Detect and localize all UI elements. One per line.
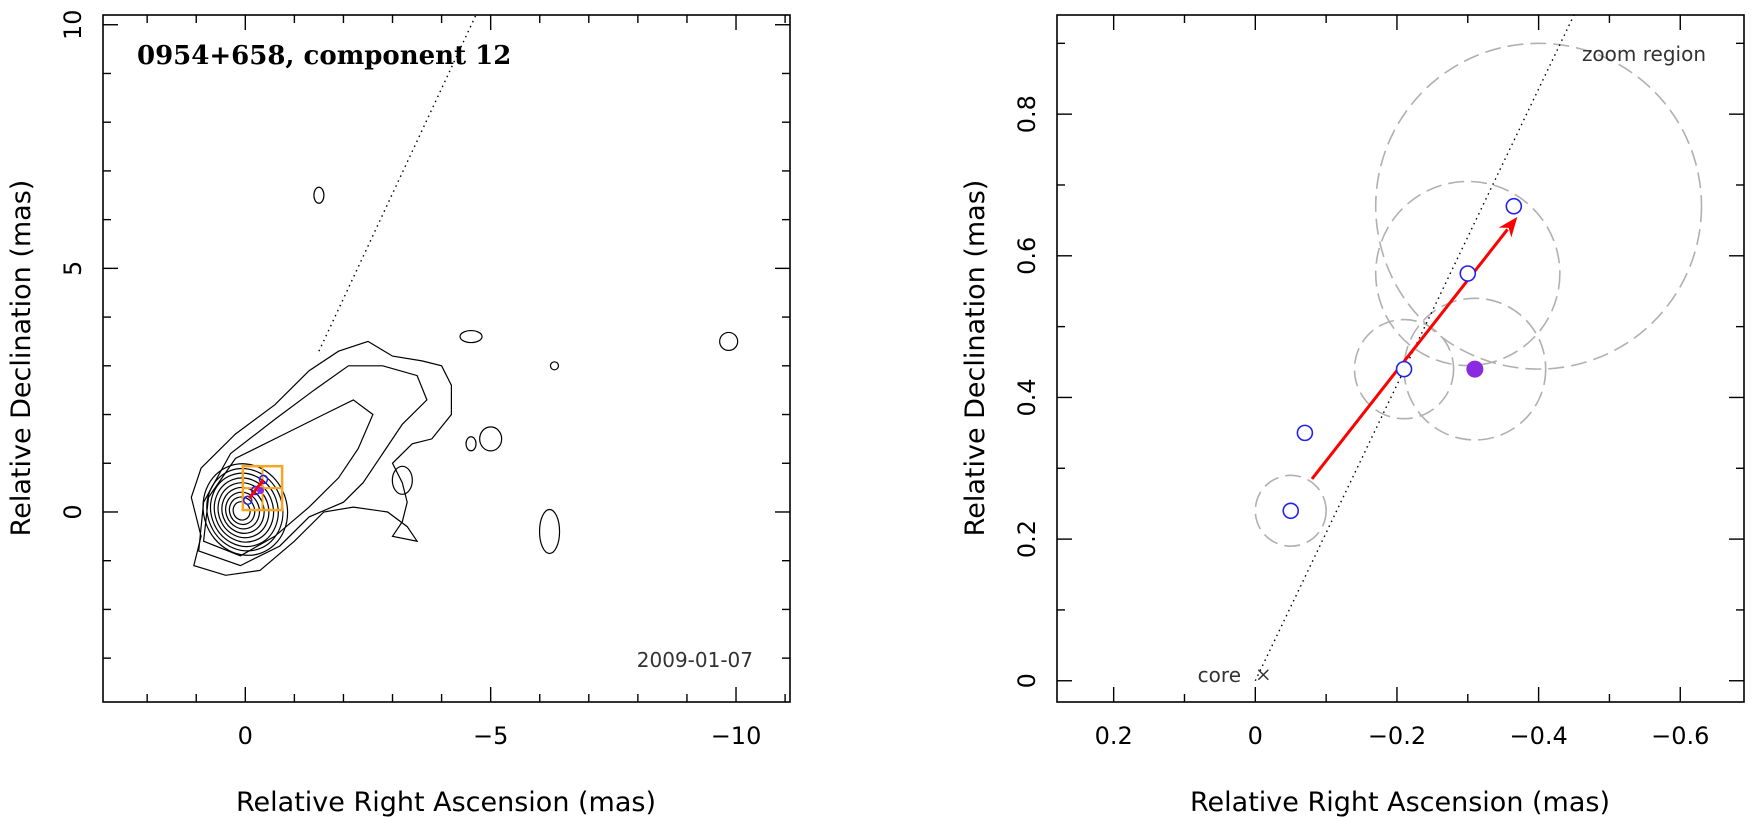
contour-island [459, 329, 483, 344]
x-tick-label: 0 [1248, 722, 1263, 750]
y-tick-label: 0 [59, 504, 87, 519]
component-marker [1459, 265, 1477, 282]
y-tick-label: 0.8 [1013, 95, 1041, 133]
contour-core-ellipse [206, 467, 284, 552]
left-title: 0954+658, component 12 [137, 41, 511, 71]
feature-arrow [248, 478, 265, 500]
contour-core-ellipse [225, 491, 261, 530]
feature-mean-marker [257, 487, 265, 495]
contour-core-ellipse [202, 463, 289, 556]
contour-core-ellipse [209, 472, 279, 548]
contour-island [313, 186, 325, 204]
right-ticks [1057, 15, 1744, 702]
contour-island [549, 361, 560, 371]
y-tick-label: 0.2 [1013, 520, 1041, 558]
right-zoom-title: zoom region [1582, 42, 1706, 66]
left-xlabel: Relative Right Ascension (mas) [236, 787, 656, 818]
left-features [243, 474, 269, 506]
feature-marker [258, 474, 269, 485]
x-tick-label: −0.4 [1509, 722, 1567, 750]
right-plot-frame [1056, 14, 1745, 703]
component-marker [1296, 424, 1314, 442]
left-jet-axis-line [318, 14, 477, 352]
right-error-circles [1254, 42, 1703, 547]
right-xlabel: Relative Right Ascension (mas) [1190, 787, 1610, 818]
y-tick-label: 5 [59, 261, 87, 276]
right-ylabel: Relative Declination (mas) [960, 180, 991, 537]
component-marker [1505, 197, 1523, 215]
feature-marker [243, 495, 253, 506]
x-tick-label: −0.6 [1651, 722, 1709, 750]
x-tick-label: −5 [473, 722, 508, 750]
left-date-label: 2009-01-07 [637, 648, 753, 672]
component-marker [1282, 502, 1300, 520]
contour-core-ellipse [232, 501, 251, 521]
contour-island [465, 436, 477, 452]
right-component-markers [1282, 197, 1523, 520]
contour-2 [198, 365, 428, 567]
contour-3 [202, 399, 374, 557]
contour-island [391, 465, 413, 495]
y-tick-label: 0 [1013, 673, 1041, 688]
right-tick-labels: 0.2 0 −0.2 −0.4 −0.6 0 0.2 0.4 0.6 0.8 [1013, 95, 1709, 750]
y-tick-label: 10 [59, 9, 87, 40]
error-circle [1374, 42, 1703, 370]
right-panel: 0.2 0 −0.2 −0.4 −0.6 0 0.2 0.4 0.6 0.8 zoom regio… [960, 14, 1745, 818]
arrow-head [1498, 216, 1518, 238]
left-plot-frame [102, 14, 791, 703]
left-contour-map [190, 186, 739, 576]
arrow-shaft [1310, 228, 1509, 480]
contour-core-ellipse [228, 496, 256, 526]
mean-position-marker [1466, 360, 1484, 378]
error-circle [1254, 474, 1327, 547]
x-tick-label: −10 [711, 722, 762, 750]
core-cross-b [1257, 669, 1269, 681]
x-tick-label: 0 [238, 722, 253, 750]
left-ticks [103, 15, 790, 702]
y-tick-label: 0.4 [1013, 378, 1041, 416]
contour-outer [190, 340, 452, 576]
left-panel: 0 −5 −10 0 5 10 0954+658, component 12 2009-0… [6, 9, 791, 818]
contour-island [538, 508, 561, 555]
contour-core-ellipse [217, 482, 270, 539]
left-tick-labels: 0 −5 −10 0 5 10 [59, 9, 761, 750]
right-core-marker [1257, 669, 1269, 681]
contour-island [479, 426, 503, 452]
x-tick-label: −0.2 [1368, 722, 1426, 750]
contour-core-ellipse [213, 477, 275, 543]
contour-island [719, 331, 739, 352]
y-tick-label: 0.6 [1013, 237, 1041, 275]
component-marker [1395, 360, 1413, 378]
left-ylabel: Relative Declination (mas) [6, 180, 37, 537]
right-core-label: core [1198, 663, 1241, 687]
error-circle [1353, 318, 1455, 420]
x-tick-label: 0.2 [1095, 722, 1133, 750]
